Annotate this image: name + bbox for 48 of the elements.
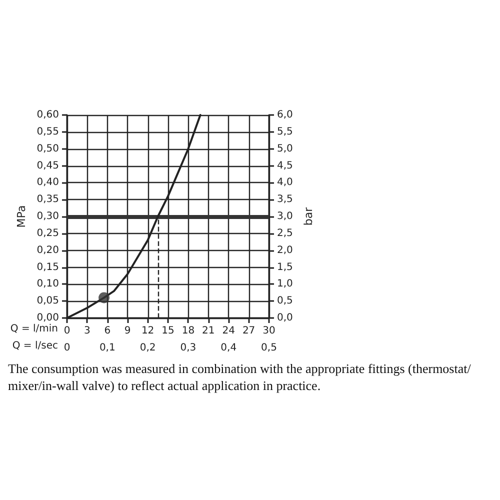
y2-tick-label: 4,0 (277, 177, 293, 188)
x2-tick-label: 0 (64, 342, 70, 354)
x2-axis-title: Q = l/sec (12, 340, 58, 352)
x2-tick-label: 0,4 (220, 342, 237, 354)
x-tick-label: 0 (64, 326, 70, 336)
y-tick-label: 0,05 (36, 296, 59, 307)
text: The consumption was measured in combination with the appropriate fittings (thermostat/mixer/in-wall valve) to reflect actual application in practice. (8, 361, 472, 393)
x-tick-label: 3 (84, 326, 90, 336)
x2-tick-label: 0,5 (261, 342, 277, 354)
x-tick-label: 27 (242, 326, 256, 336)
y2-axis-title: bar (302, 206, 315, 226)
x-tick-label: 6 (104, 326, 111, 336)
x-tick-label: 15 (162, 326, 174, 336)
y2-tick-label: 4,5 (277, 160, 293, 172)
x-tick-label: 24 (222, 326, 235, 336)
y-tick-label: 0,55 (36, 126, 59, 138)
x-tick-label: 12 (141, 326, 154, 336)
y2-tick-label: 2,0 (277, 244, 293, 256)
y2-tick-label: 1,5 (277, 262, 293, 273)
y2-tick-label: 6,0 (277, 110, 293, 120)
x-axis-title: Q = l/min (10, 324, 58, 334)
y2-tick-label: 0,0 (277, 312, 293, 324)
x-tick-label: 30 (262, 326, 276, 336)
y-tick-label: 0,20 (36, 244, 59, 256)
y2-tick-label: 3,5 (277, 194, 293, 206)
y-tick-label: 0,45 (36, 160, 59, 172)
x2-tick-label: 0,2 (140, 342, 156, 354)
y-tick-label: 0,60 (36, 110, 59, 120)
y-tick-label: 0,30 (36, 211, 59, 222)
y-tick-label: 0,50 (36, 143, 59, 154)
y-tick-label: 0,40 (36, 177, 59, 188)
y2-tick-label: 5,0 (277, 143, 293, 154)
x2-tick-label: 0,1 (99, 342, 116, 354)
x-tick-label: 21 (202, 326, 215, 336)
x-tick-label: 18 (182, 326, 195, 336)
y2-tick-label: 3,0 (277, 211, 293, 222)
y-axis-title: MPa (15, 205, 28, 228)
y2-tick-label: 1,0 (277, 278, 293, 290)
y2-tick-label: 5,5 (277, 126, 293, 138)
x2-tick-label: 0,3 (180, 342, 196, 354)
y-tick-label: 0,25 (36, 228, 59, 239)
y2-tick-label: 2,5 (277, 228, 293, 239)
y2-tick-label: 0,5 (277, 296, 293, 307)
y-tick-label: 0,00 (36, 312, 59, 324)
y-tick-label: 0,35 (36, 194, 59, 206)
y-tick-label: 0,10 (36, 278, 59, 290)
x-tick-label: 9 (124, 326, 131, 336)
y-tick-label: 0,15 (36, 262, 59, 273)
